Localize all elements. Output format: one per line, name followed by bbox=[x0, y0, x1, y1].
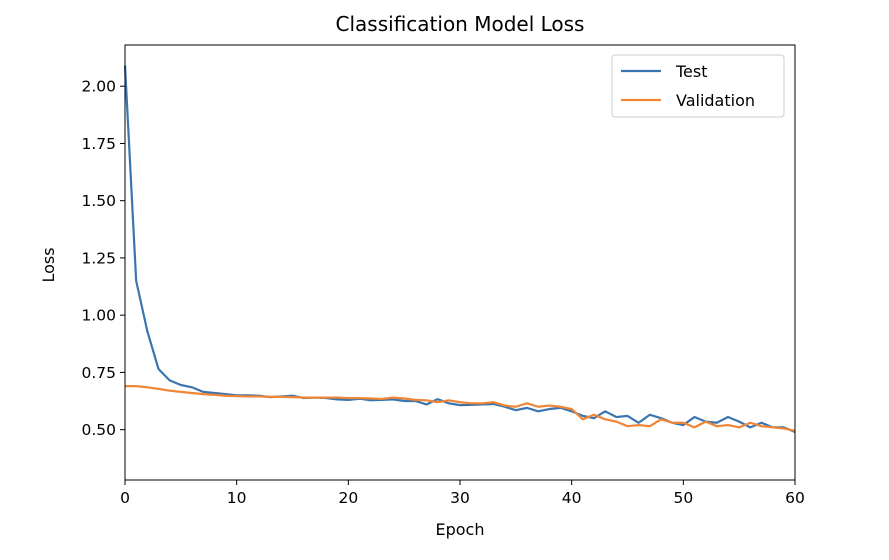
y-axis-ticks: 0.50 0.75 1.00 1.25 1.50 1.75 2.00 bbox=[81, 78, 125, 439]
chart-title: Classification Model Loss bbox=[336, 12, 585, 36]
y-tick-label: 0.50 bbox=[81, 421, 116, 439]
x-tick-label: 0 bbox=[120, 489, 130, 507]
x-tick-label: 10 bbox=[227, 489, 247, 507]
x-axis-ticks: 0 10 20 30 40 50 60 bbox=[120, 480, 805, 507]
series-line-validation bbox=[125, 385, 796, 432]
y-tick-label: 1.50 bbox=[81, 192, 116, 210]
x-tick-label: 20 bbox=[338, 489, 358, 507]
x-tick-label: 30 bbox=[450, 489, 470, 507]
x-tick-label: 60 bbox=[785, 489, 805, 507]
legend: Test Validation bbox=[611, 54, 785, 118]
legend-label-validation: Validation bbox=[676, 91, 755, 110]
y-axis-label: Loss bbox=[39, 247, 58, 282]
x-tick-label: 40 bbox=[562, 489, 582, 507]
y-tick-label: 1.25 bbox=[81, 249, 116, 267]
x-axis-label: Epoch bbox=[436, 520, 485, 539]
y-tick-label: 0.75 bbox=[81, 364, 116, 382]
y-tick-label: 2.00 bbox=[81, 78, 116, 96]
y-tick-label: 1.00 bbox=[81, 307, 116, 325]
legend-label-test: Test bbox=[675, 62, 708, 81]
plot-lines bbox=[123, 65, 796, 433]
y-tick-label: 1.75 bbox=[81, 135, 116, 153]
series-line-test bbox=[123, 65, 796, 433]
x-tick-label: 50 bbox=[673, 489, 693, 507]
